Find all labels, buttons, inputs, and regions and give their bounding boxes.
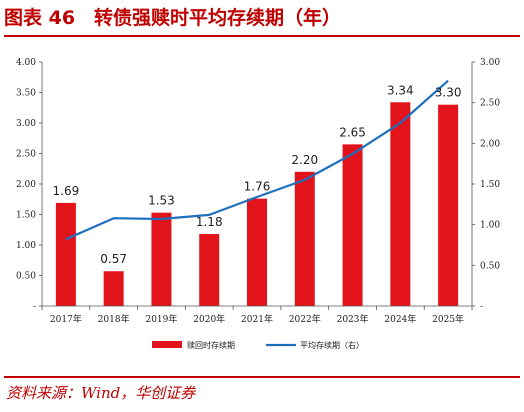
y-left-tick-label: 3.50 <box>16 89 36 99</box>
source-note: 资料来源：Wind，华创证券 <box>6 384 196 402</box>
data-label-2021年: 1.76 <box>244 180 271 194</box>
y-left-tick-label: 4.00 <box>16 58 36 68</box>
bar-2019年 <box>151 212 172 306</box>
bar-2017年 <box>55 202 76 306</box>
y-right-tick-label: 2.00 <box>480 139 500 149</box>
x-tick-label: 2021年 <box>241 313 273 325</box>
legend-swatch-bar <box>152 341 182 348</box>
x-tick-label: 2018年 <box>98 313 130 325</box>
data-label-2019年: 1.53 <box>148 194 175 208</box>
y-left-tick-label: 2.00 <box>16 180 36 190</box>
y-right-tick-label: 3.00 <box>480 58 500 68</box>
x-tick-label: 2019年 <box>145 313 177 325</box>
source-divider <box>4 376 520 378</box>
title-divider <box>4 35 520 37</box>
chart-svg: - 0.50 1.00 1.50 2.00 2.50 3.00 3.50 4.00 - 0.50 1.… <box>16 58 500 350</box>
y-right-tick-label: 1.00 <box>480 221 500 231</box>
data-label-2024年: 3.34 <box>387 83 414 97</box>
y-right-tick-label: 0.50 <box>480 261 500 271</box>
y-right-tick-label: 2.50 <box>480 99 500 109</box>
x-tick-label: 2025年 <box>432 313 464 325</box>
y-right-tick-label: - <box>480 302 483 312</box>
bars-layer <box>55 102 459 306</box>
data-label-2020年: 1.18 <box>196 215 223 229</box>
x-tick-label: 2023年 <box>337 313 369 325</box>
x-tick-label: 2020年 <box>193 313 225 325</box>
bar-2023年 <box>342 144 363 306</box>
data-label-2017年: 1.69 <box>53 184 80 198</box>
y-left-tick-label: 3.00 <box>16 119 36 129</box>
legend-label-bar: 赎回时存续期 <box>187 340 235 350</box>
bar-2022年 <box>294 171 315 306</box>
line-layer <box>65 79 449 241</box>
bar-2020年 <box>199 234 220 306</box>
x-tick-label: 2017年 <box>50 313 82 325</box>
figure-title: 图表 46 转债强赎时平均存续期（年） <box>4 7 342 29</box>
data-label-2022年: 2.20 <box>291 153 318 167</box>
series-line-average-duration <box>65 79 449 241</box>
bar-2024年 <box>390 102 411 306</box>
legend-label-line: 平均存续期（右） <box>300 340 364 350</box>
y-left-tick-label: 1.00 <box>16 241 36 251</box>
y-left-tick-label: 0.50 <box>16 272 36 282</box>
legend: 赎回时存续期 平均存续期（右） <box>152 340 364 350</box>
bar-2021年 <box>247 198 267 306</box>
y-left-tick-label: 2.50 <box>16 150 36 160</box>
data-label-2025年: 3.30 <box>435 86 462 100</box>
x-tick-label: 2024年 <box>384 313 416 325</box>
data-label-2018年: 0.57 <box>100 252 127 266</box>
data-labels-layer: 1.69 0.57 1.53 1.18 1.76 2.20 2.65 3.34 3.30 <box>53 83 462 266</box>
data-label-2023年: 2.65 <box>339 125 366 139</box>
axes-layer: - 0.50 1.00 1.50 2.00 2.50 3.00 3.50 4.00 - 0.50 1.… <box>16 58 500 325</box>
bar-2025年 <box>438 104 459 306</box>
y-right-tick-label: 1.50 <box>480 180 500 190</box>
y-left-tick-label: - <box>33 302 36 312</box>
bar-2018年 <box>103 271 124 306</box>
y-left-tick-label: 1.50 <box>16 211 36 221</box>
x-tick-label: 2022年 <box>289 313 321 325</box>
